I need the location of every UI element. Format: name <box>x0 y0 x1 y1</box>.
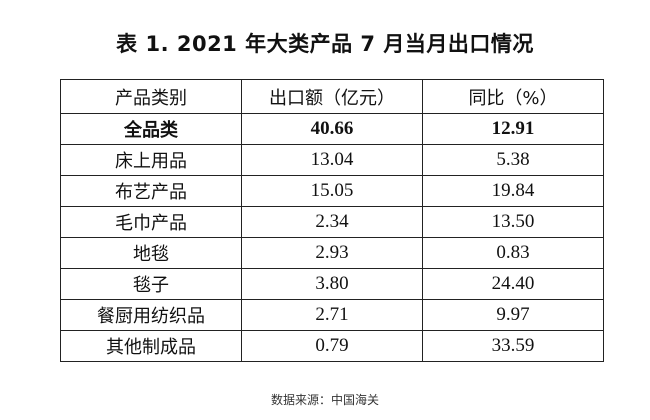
cell-yoy: 9.97 <box>422 299 604 331</box>
cell-export: 2.71 <box>241 299 423 331</box>
table-header-row: 产品类别 出口额（亿元） 同比（%） <box>60 79 604 114</box>
table-row: 毛巾产品 2.34 13.50 <box>60 206 604 238</box>
cell-yoy: 13.50 <box>422 206 604 238</box>
cell-export: 13.04 <box>241 144 423 176</box>
cell-yoy: 19.84 <box>422 175 604 207</box>
table-row: 床上用品 13.04 5.38 <box>60 144 604 176</box>
cell-export: 2.34 <box>241 206 423 238</box>
header-yoy: 同比（%） <box>422 79 604 114</box>
cell-category: 地毯 <box>60 237 242 269</box>
cell-export: 2.93 <box>241 237 423 269</box>
cell-category: 餐厨用纺织品 <box>60 299 242 331</box>
cell-yoy: 33.59 <box>422 330 604 362</box>
cell-yoy: 24.40 <box>422 268 604 300</box>
cell-category: 其他制成品 <box>60 330 242 362</box>
table-title: 表 1. 2021 年大类产品 7 月当月出口情况 <box>116 32 534 56</box>
cell-yoy: 5.38 <box>422 144 604 176</box>
cell-category: 毯子 <box>60 268 242 300</box>
cell-yoy: 12.91 <box>422 113 604 145</box>
cell-export: 3.80 <box>241 268 423 300</box>
table-row: 餐厨用纺织品 2.71 9.97 <box>60 299 604 331</box>
cell-category: 布艺产品 <box>60 175 242 207</box>
table-row: 布艺产品 15.05 19.84 <box>60 175 604 207</box>
table-row: 其他制成品 0.79 33.59 <box>60 330 604 362</box>
cell-export: 15.05 <box>241 175 423 207</box>
cell-export: 0.79 <box>241 330 423 362</box>
header-export-value: 出口额（亿元） <box>241 79 423 114</box>
cell-category: 毛巾产品 <box>60 206 242 238</box>
cell-export: 40.66 <box>241 113 423 145</box>
cell-yoy: 0.83 <box>422 237 604 269</box>
table-row: 地毯 2.93 0.83 <box>60 237 604 269</box>
table-row-total: 全品类 40.66 12.91 <box>60 113 604 145</box>
table-row: 毯子 3.80 24.40 <box>60 268 604 300</box>
cell-category: 床上用品 <box>60 144 242 176</box>
data-source-note: 数据来源：中国海关 <box>270 393 379 407</box>
export-table: 产品类别 出口额（亿元） 同比（%） 全品类 40.66 12.91 床上用品 … <box>60 79 604 362</box>
header-category: 产品类别 <box>60 79 242 114</box>
cell-category: 全品类 <box>60 113 242 145</box>
